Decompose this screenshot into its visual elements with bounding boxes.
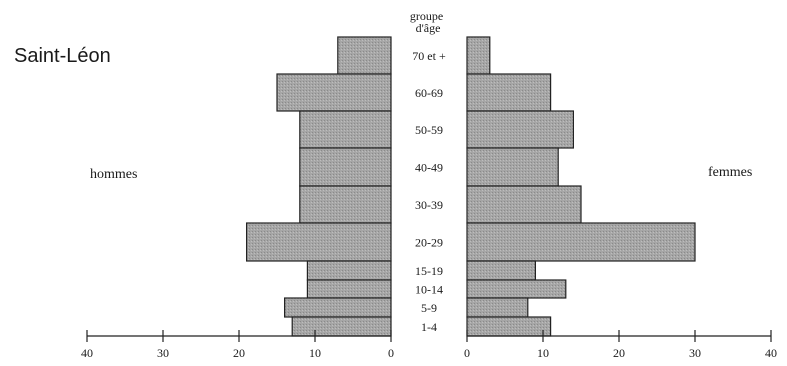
bar-femmes xyxy=(466,297,529,318)
x-tick-label: 10 xyxy=(309,346,321,360)
bar-hommes xyxy=(246,222,392,262)
bar-hommes xyxy=(299,185,392,224)
x-tick-label: 20 xyxy=(233,346,245,360)
age-group-label: 30-39 xyxy=(415,198,443,212)
bar-hommes xyxy=(299,147,392,187)
age-group-label: 1-4 xyxy=(421,320,437,334)
x-tick-label: 0 xyxy=(464,346,470,360)
bar-femmes xyxy=(466,36,491,75)
bar-femmes xyxy=(466,147,559,187)
bar-hommes xyxy=(306,260,392,281)
age-group-label: 5-9 xyxy=(421,301,437,315)
x-tick-label: 30 xyxy=(157,346,169,360)
age-group-labels: 70 et + 60-69 50-59 40-49 30-39 20-29 15-19 10-… xyxy=(412,49,446,334)
age-group-label: 15-19 xyxy=(415,264,443,278)
bar-hommes xyxy=(284,297,392,318)
bar-hommes xyxy=(299,110,392,149)
right-side-label: femmes xyxy=(708,165,752,180)
bar-hommes xyxy=(291,316,392,337)
x-tick-label: 30 xyxy=(689,346,701,360)
x-tick-label: 0 xyxy=(388,346,394,360)
x-tick-label: 40 xyxy=(81,346,93,360)
age-group-label: 60-69 xyxy=(415,86,443,100)
bar-femmes xyxy=(466,279,567,299)
bar-femmes xyxy=(466,222,696,262)
bar-hommes xyxy=(276,73,392,112)
bar-hommes xyxy=(337,36,392,75)
x-tick-label: 10 xyxy=(537,346,549,360)
left-side-label: hommes xyxy=(90,167,137,182)
age-group-label: 40-49 xyxy=(415,161,443,175)
age-group-header: groupe d'âge xyxy=(410,9,446,35)
bar-femmes xyxy=(466,73,552,112)
x-tick-label: 20 xyxy=(613,346,625,360)
age-group-label: 10-14 xyxy=(415,283,443,297)
chart-title: Saint-Léon xyxy=(14,45,111,67)
age-group-label: 70 et + xyxy=(412,49,446,63)
x-axis-ticks: 0 0 10 10 20 20 30 30 40 40 xyxy=(81,330,777,360)
bars-femmes xyxy=(466,36,696,337)
bar-femmes xyxy=(466,316,552,337)
age-group-label: 20-29 xyxy=(415,236,443,250)
bar-femmes xyxy=(466,260,537,281)
age-group-label: 50-59 xyxy=(415,123,443,137)
bars-hommes xyxy=(246,36,392,337)
bar-femmes xyxy=(466,110,575,149)
x-tick-label: 40 xyxy=(765,346,777,360)
bar-femmes xyxy=(466,185,582,224)
bar-hommes xyxy=(306,279,392,299)
